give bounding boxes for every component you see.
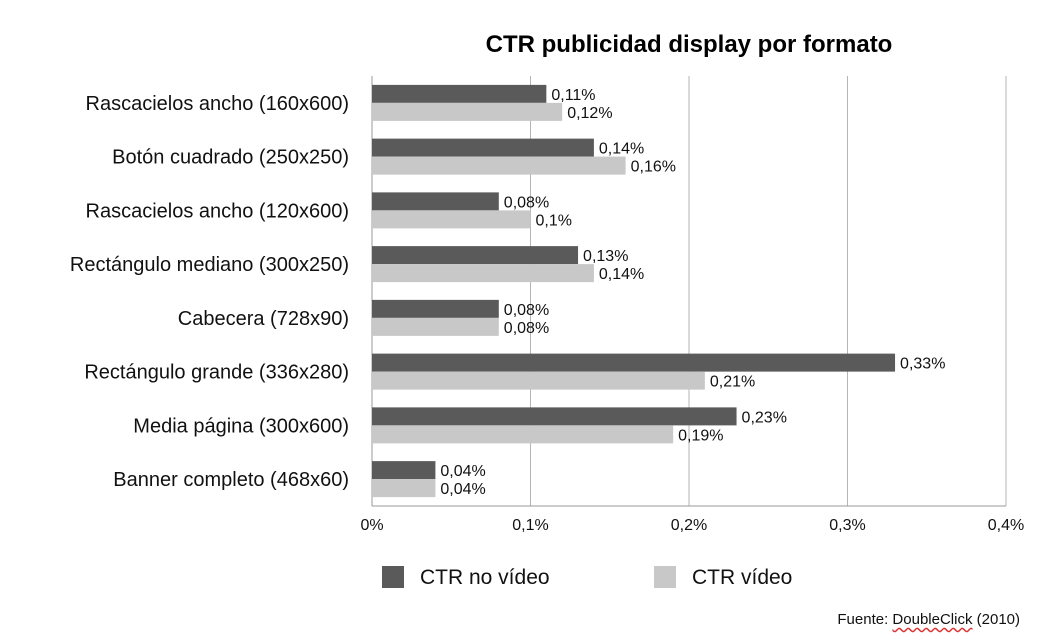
x-tick-labels: 0% 0,1% 0,2% 0,3% 0,4% [360,517,1024,534]
legend-entry: CTR no vídeo [420,566,550,589]
data-label: 0,14% [599,266,644,283]
chart-title: CTR publicidad display por formato [486,31,893,58]
data-label: 0,14% [599,141,644,158]
source-suffix: (2010) [972,611,1020,628]
category-label: Rascacielos ancho (160x600) [86,93,350,115]
category-labels: Rascacielos ancho (160x600) Botón cuadrad… [70,93,349,491]
bar-video [372,317,499,336]
bars: 0,11%0,12%0,14%0,16%0,08%0,1%0,13%0,14%0… [372,84,945,498]
x-tick-label: 0,2% [671,517,707,534]
bar-no-video [372,299,499,318]
legend: CTR no vídeo CTR vídeo [382,566,792,589]
data-label: 0,08% [504,302,549,319]
x-tick-label: 0,1% [512,517,548,534]
data-label: 0,23% [742,409,787,426]
bar-no-video [372,461,436,480]
bar-no-video [372,192,499,211]
source-prefix: Fuente: [837,611,893,628]
category-label: Cabecera (728x90) [178,308,349,330]
data-label: 0,19% [678,427,723,444]
data-label: 0,13% [583,248,628,265]
x-tick-label: 0,3% [829,517,865,534]
bar-no-video [372,246,579,265]
bar-no-video [372,84,547,103]
category-label: Botón cuadrado (250x250) [112,147,349,169]
data-label: 0,08% [504,194,549,211]
category-label: Media página (300x600) [133,415,349,437]
bar-video [372,479,436,498]
bar-video [372,102,563,121]
data-label: 0,21% [710,374,755,391]
data-label: 0,08% [504,320,549,337]
source-brand: DoubleClick [892,611,973,628]
bar-video [372,371,705,390]
legend-entry: CTR vídeo [692,566,792,589]
bar-video [372,210,531,229]
data-label: 0,1% [536,212,572,229]
bar-no-video [372,138,594,157]
bar-video [372,264,594,283]
category-label: Rectángulo grande (336x280) [84,362,349,384]
data-label: 0,33% [900,356,945,373]
data-label: 0,04% [440,463,485,480]
x-tick-label: 0,4% [988,517,1024,534]
bar-video [372,156,626,175]
data-label: 0,16% [631,159,676,176]
bar-video [372,425,674,444]
data-label: 0,12% [567,105,612,122]
bar-no-video [372,407,737,426]
data-label: 0,04% [440,481,485,498]
category-label: Rectángulo mediano (300x250) [70,254,349,276]
category-label: Banner completo (468x60) [113,469,349,491]
x-tick-label: 0% [360,517,383,534]
data-label: 0,11% [551,87,595,104]
legend-swatch [382,566,404,588]
category-label: Rascacielos ancho (120x600) [86,200,350,222]
legend-swatch [654,566,676,588]
source-note: Fuente: DoubleClick (2010) [837,611,1020,628]
bar-no-video [372,353,896,372]
